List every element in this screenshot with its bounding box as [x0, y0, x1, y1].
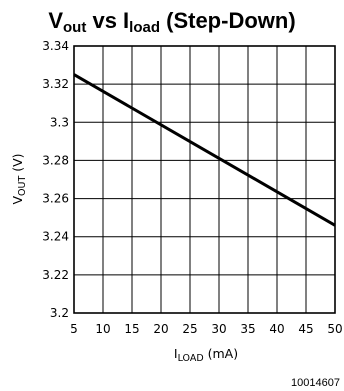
figure-id: 10014607	[291, 377, 340, 389]
x-tick-labels: 5 10 15 20 25 30 35 40 45 50	[70, 322, 342, 336]
x-tick-label: 35	[240, 322, 255, 336]
y-tick-labels: 3.2 3.22 3.24 3.26 3.28 3.3 3.32 3.34	[42, 39, 69, 320]
y-tick-label: 3.26	[42, 192, 69, 206]
y-tick-label: 3.2	[50, 306, 69, 320]
x-tick-label: 30	[211, 322, 226, 336]
plot-frame	[73, 45, 336, 314]
y-tick-label: 3.24	[42, 230, 69, 244]
x-tick-label: 50	[327, 322, 342, 336]
y-tick-label: 3.34	[42, 39, 69, 53]
series-line	[73, 73, 336, 227]
gridlines	[74, 46, 335, 313]
y-axis-label: VOUT (V)	[10, 153, 28, 204]
y-tick-label: 3.32	[42, 77, 69, 91]
chart-title: Vout vs Iload (Step-Down)	[48, 8, 295, 36]
x-tick-label: 5	[70, 322, 78, 336]
x-axis-label: ILOAD (mA)	[174, 346, 238, 364]
x-tick-label: 20	[153, 322, 168, 336]
y-tick-label: 3.3	[50, 115, 69, 129]
x-tick-label: 45	[298, 322, 313, 336]
x-tick-label: 25	[182, 322, 197, 336]
y-tick-label: 3.28	[42, 153, 69, 167]
x-tick-label: 40	[269, 322, 284, 336]
x-tick-label: 15	[124, 322, 139, 336]
x-tick-label: 10	[95, 322, 110, 336]
series-layer	[73, 73, 336, 227]
y-tick-label: 3.22	[42, 268, 69, 282]
